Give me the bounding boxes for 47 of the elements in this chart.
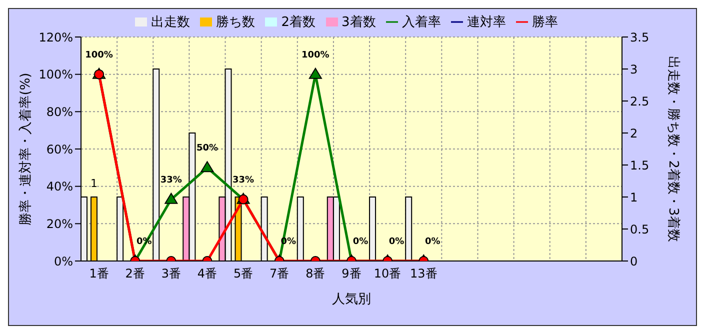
y2-tick-label: 2.5 <box>630 94 650 108</box>
legend-label: 入着率 <box>402 15 441 30</box>
x-tick-label: 10番 <box>374 266 402 281</box>
x-tick-label: 8番 <box>306 266 326 281</box>
y-axis-title: 勝率・連対率・入着率(%) <box>18 72 34 226</box>
data-label: 33% <box>232 175 254 186</box>
data-label: 100% <box>302 50 330 60</box>
data-label: 100% <box>85 50 113 60</box>
x-tick-label: 7番 <box>270 266 290 281</box>
y2-tick-label: 3.5 <box>630 30 650 44</box>
y-tick-label: 120% <box>38 30 73 44</box>
y2-tick-label: 3 <box>630 62 638 76</box>
legend-label: 出走数 <box>151 15 190 30</box>
point <box>164 192 178 204</box>
x-axis-title: 人気別 <box>332 292 371 307</box>
y2-tick-label: 2 <box>630 126 638 140</box>
point <box>200 161 214 172</box>
legend-label: 3着数 <box>342 15 376 30</box>
y-tick-label: 80% <box>46 104 73 119</box>
y2-tick-label: 0.5 <box>630 222 650 236</box>
y2-tick-label: 1 <box>630 190 638 204</box>
x-tick-label: 13番 <box>410 266 438 281</box>
x-tick-label: 5番 <box>233 266 254 281</box>
x-tick-label: 3番 <box>161 266 181 281</box>
y2-axis-title: 出走数・勝ち数・2着数・3着数 <box>665 56 682 242</box>
data-label: 0% <box>388 237 404 247</box>
legend-label: 2着数 <box>281 15 316 30</box>
y-tick-label: 0% <box>54 254 73 268</box>
legend-label: 勝ち数 <box>216 15 256 30</box>
data-label: 0% <box>352 237 368 247</box>
y-tick-label: 20% <box>46 216 73 231</box>
data-label: 33% <box>160 175 182 186</box>
y-tick-label: 100% <box>38 68 73 82</box>
y-tick-label: 60% <box>46 142 73 156</box>
x-tick-label: 9番 <box>342 266 362 281</box>
y2-tick-label: 0 <box>630 254 638 268</box>
y2-tick-label: 1.5 <box>630 158 650 172</box>
x-tick-label: 2番 <box>125 266 145 281</box>
point <box>308 68 322 79</box>
data-label: 0% <box>424 237 440 247</box>
y-tick-label: 40% <box>46 180 73 194</box>
x-tick-label: 1番 <box>89 266 109 281</box>
data-label: 1 <box>90 177 98 190</box>
legend-label: 勝率 <box>532 15 558 30</box>
x-tick-label: 4番 <box>197 266 218 281</box>
legend-label: 連対率 <box>466 15 506 30</box>
data-label: 50% <box>196 144 218 154</box>
